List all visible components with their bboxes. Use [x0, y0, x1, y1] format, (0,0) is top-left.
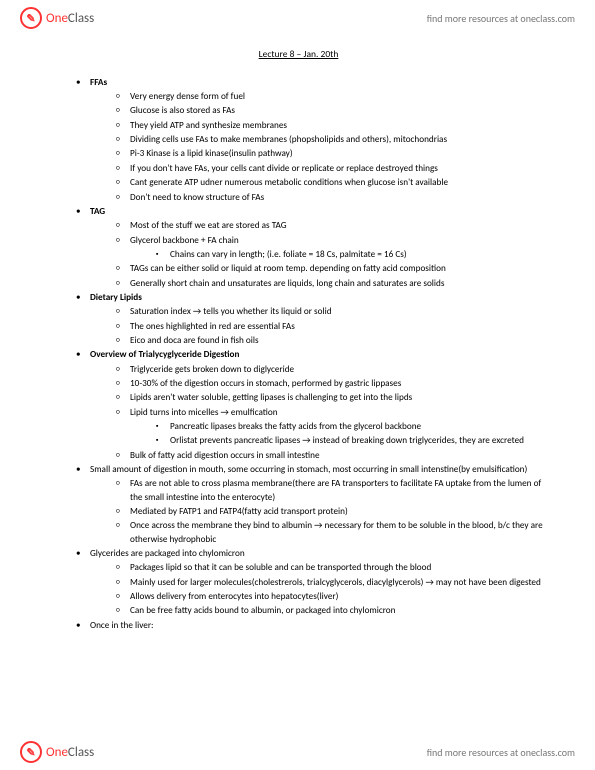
logo-word-class: Class	[68, 745, 94, 760]
section-heading: FFAs	[90, 77, 107, 88]
list-item: Glucose is also stored as FAs	[116, 104, 555, 117]
item-text: Packages lipid so that it can be soluble…	[130, 562, 431, 573]
subsub-list: Chains can vary in length; (i.e. foliate…	[130, 248, 555, 261]
item-text: Lipids aren't water soluble, getting lip…	[130, 392, 412, 403]
logo-word-class: Class	[68, 11, 94, 26]
list-item: The ones highlighted in red are essentia…	[116, 320, 555, 333]
section: Dietary Lipids Saturation index → tells y…	[76, 291, 555, 347]
list-item: Lipids aren't water soluble, getting lip…	[116, 391, 555, 404]
list-item: TAGs can be either solid or liquid at ro…	[116, 262, 555, 275]
list-item: If you don't have FAs, your cells cant d…	[116, 162, 555, 175]
item-text: Very energy dense form of fuel	[130, 91, 245, 102]
section: Once in the liver:	[76, 619, 555, 632]
item-text: FAs are not able to cross plasma membran…	[130, 478, 541, 502]
brand-logo-footer: ✎ OneClass	[20, 741, 94, 763]
item-text: Mediated by FATP1 and FATP4(fatty acid t…	[130, 506, 348, 517]
header-tagline: find more resources at oneclass.com	[427, 12, 575, 25]
item-text: Lipid turns into micelles → emulfication	[130, 407, 278, 418]
logo-text: OneClass	[46, 745, 94, 760]
list-item: FAs are not able to cross plasma membran…	[116, 477, 555, 504]
list-item: Dividing cells use FAs to make membranes…	[116, 133, 555, 146]
list-item: Lipid turns into micelles → emulfication…	[116, 406, 555, 448]
logo-text: OneClass	[46, 11, 94, 26]
list-item: Pi-3 Kinase is a lipid kinase(insulin pa…	[116, 147, 555, 160]
item-text: Don't need to know structure of FAs	[130, 192, 264, 203]
item-text: The ones highlighted in red are essentia…	[130, 321, 295, 332]
list-item: Pancreatic lipases breaks the fatty acid…	[156, 420, 555, 433]
brand-logo: ✎ OneClass	[20, 7, 94, 29]
list-item: Eico and doca are found in fish oils	[116, 334, 555, 347]
item-text: They yield ATP and synthesize membranes	[130, 120, 287, 131]
section-heading: Overview of Trialycyglyceride Digestion	[90, 349, 239, 360]
section: Glycerides are packaged into chylomicron…	[76, 547, 555, 618]
item-text: Cant generate ATP udner numerous metabol…	[130, 177, 448, 188]
section-heading: TAG	[90, 206, 105, 217]
document-body: Lecture 8 – Jan. 20th FFAsVery energy de…	[62, 48, 555, 633]
list-item: Mainly used for larger molecules(cholest…	[116, 576, 555, 589]
list-item: Orlistat prevents pancreatic lipases → i…	[156, 434, 555, 447]
list-item: Bulk of fatty acid digestion occurs in s…	[116, 449, 555, 462]
item-text: Eico and doca are found in fish oils	[130, 335, 259, 346]
subsub-list: Pancreatic lipases breaks the fatty acid…	[130, 420, 555, 448]
section-text: Once in the liver:	[90, 620, 154, 631]
section: FFAs Very energy dense form of fuel Glucos…	[76, 76, 555, 204]
item-text: TAGs can be either solid or liquid at ro…	[130, 263, 446, 274]
item-text: Triglyceride gets broken down to diglyce…	[130, 364, 294, 375]
list-item: Cant generate ATP udner numerous metabol…	[116, 176, 555, 189]
logo-icon: ✎	[20, 741, 42, 763]
sub-list: Very energy dense form of fuel Glucose is…	[90, 90, 555, 204]
list-item: Mediated by FATP1 and FATP4(fatty acid t…	[116, 505, 555, 518]
list-item: Packages lipid so that it can be soluble…	[116, 561, 555, 574]
footer-tagline: find more resources at oneclass.com	[427, 746, 575, 759]
logo-word-one: One	[46, 745, 68, 760]
list-item: Once across the membrane they bind to al…	[116, 519, 555, 546]
item-text: Most of the stuff we eat are stored as T…	[130, 220, 287, 231]
logo-icon: ✎	[20, 7, 42, 29]
item-text: Glycerol backbone + FA chain	[130, 235, 239, 246]
list-item: Generally short chain and unsaturates ar…	[116, 277, 555, 290]
list-item: Chains can vary in length; (i.e. foliate…	[156, 248, 555, 261]
list-item: Can be free fatty acids bound to albumin…	[116, 604, 555, 617]
section-text: Small amount of digestion in mouth, some…	[90, 464, 527, 475]
outline-list: FFAs Very energy dense form of fuel Glucos…	[62, 76, 555, 632]
lecture-title: Lecture 8 – Jan. 20th	[42, 48, 555, 62]
item-text: Allows delivery from enterocytes into he…	[130, 591, 338, 602]
item-text: If you don't have FAs, your cells cant d…	[130, 163, 438, 174]
list-item: Very energy dense form of fuel	[116, 90, 555, 103]
item-text: Mainly used for larger molecules(cholest…	[130, 577, 541, 588]
item-text: Pi-3 Kinase is a lipid kinase(insulin pa…	[130, 148, 293, 159]
list-item: Don't need to know structure of FAs	[116, 191, 555, 204]
list-item: They yield ATP and synthesize membranes	[116, 119, 555, 132]
header-bar: ✎ OneClass find more resources at onecla…	[0, 0, 595, 36]
sub-list: Most of the stuff we eat are stored as T…	[90, 219, 555, 290]
logo-word-one: One	[46, 11, 68, 26]
item-text: Dividing cells use FAs to make membranes…	[130, 134, 447, 145]
list-item: Triglyceride gets broken down to diglyce…	[116, 363, 555, 376]
section-heading: Dietary Lipids	[90, 292, 142, 303]
item-text: Glucose is also stored as FAs	[130, 105, 235, 116]
footer-bar: ✎ OneClass find more resources at onecla…	[0, 734, 595, 770]
item-text: 10-30% of the digestion occurs in stomac…	[130, 378, 401, 389]
item-text: Can be free fatty acids bound to albumin…	[130, 605, 395, 616]
list-item: Glycerol backbone + FA chain Chains can v…	[116, 234, 555, 262]
sub-list: Triglyceride gets broken down to diglyce…	[90, 363, 555, 462]
section: TAG Most of the stuff we eat are stored a…	[76, 205, 555, 290]
list-item: 10-30% of the digestion occurs in stomac…	[116, 377, 555, 390]
sub-list: Saturation index → tells you whether its…	[90, 305, 555, 347]
item-text: Bulk of fatty acid digestion occurs in s…	[130, 450, 320, 461]
list-item: Most of the stuff we eat are stored as T…	[116, 219, 555, 232]
item-text: Saturation index → tells you whether its…	[130, 306, 332, 317]
section: Small amount of digestion in mouth, some…	[76, 463, 555, 546]
section: Overview of Trialycyglyceride Digestion T…	[76, 348, 555, 462]
section-text: Glycerides are packaged into chylomicron	[90, 548, 245, 559]
item-text: Once across the membrane they bind to al…	[130, 520, 543, 544]
list-item: Saturation index → tells you whether its…	[116, 305, 555, 318]
sub-list: Packages lipid so that it can be soluble…	[90, 561, 555, 617]
list-item: Allows delivery from enterocytes into he…	[116, 590, 555, 603]
sub-list: FAs are not able to cross plasma membran…	[90, 477, 555, 546]
item-text: Generally short chain and unsaturates ar…	[130, 278, 444, 289]
